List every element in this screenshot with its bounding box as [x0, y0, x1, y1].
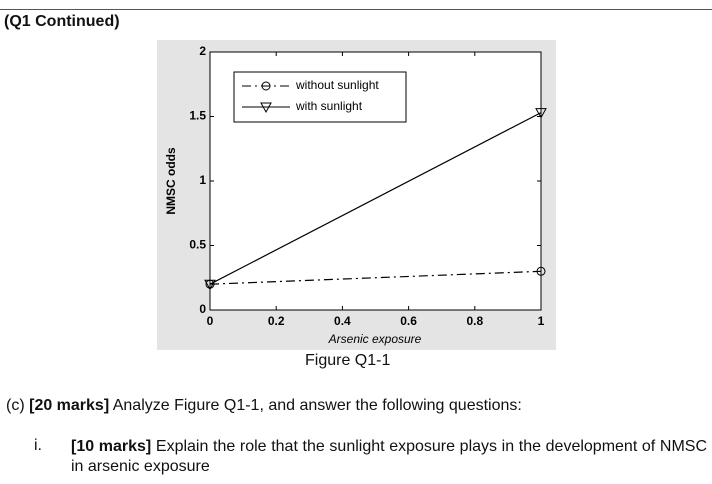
x-tick-label: 0.6 [400, 314, 417, 328]
x-tick-label: 0.8 [466, 314, 483, 328]
point [204, 279, 216, 291]
rule [0, 9, 712, 10]
item: [10 marks] Explain the role that the sun… [71, 437, 707, 477]
question-label: (c) [6, 397, 25, 414]
y-tick-label: 1.5 [189, 109, 206, 123]
question-text: Analyze Figure Q1-1, and answer the foll… [112, 397, 522, 414]
question-marks: [20 marks] [29, 397, 110, 414]
y-axis-label: NMSC odds [164, 147, 178, 215]
y-tick-label: 1 [199, 173, 206, 187]
figure-caption: Figure Q1-1 [305, 352, 391, 369]
legend-marker [260, 102, 272, 114]
item-label: i. [34, 437, 42, 454]
y-tick-label: 0 [199, 302, 206, 316]
question: (c) [20 marks] Analyze Figure Q1-1, and … [6, 397, 522, 415]
y-tick-label: 2 [199, 44, 206, 58]
item-text: Explain the role that the sunlight expos… [71, 438, 707, 475]
legend-label: without sunlight [295, 78, 379, 92]
legend-marker [261, 81, 271, 91]
item-marks: [10 marks] [71, 438, 152, 455]
x-tick-label: 0 [207, 314, 214, 328]
x-tick-label: 1 [538, 314, 545, 328]
series-line [209, 270, 542, 285]
chart: Arsenic exposure NMSC odds 0 0.5 1 1.5 2 0 0.2… [157, 40, 556, 350]
x-tick-label: 0.2 [268, 314, 285, 328]
series-line [209, 112, 542, 285]
legend-label: with sunlight [295, 99, 363, 113]
point [536, 266, 546, 276]
header: (Q1 Continued) [4, 13, 120, 30]
point [535, 108, 547, 119]
legend [233, 71, 407, 123]
x-tick-label: 0.4 [334, 314, 351, 328]
x-axis-label: Arsenic exposure [328, 332, 422, 346]
y-tick-label: 0.5 [189, 238, 206, 252]
